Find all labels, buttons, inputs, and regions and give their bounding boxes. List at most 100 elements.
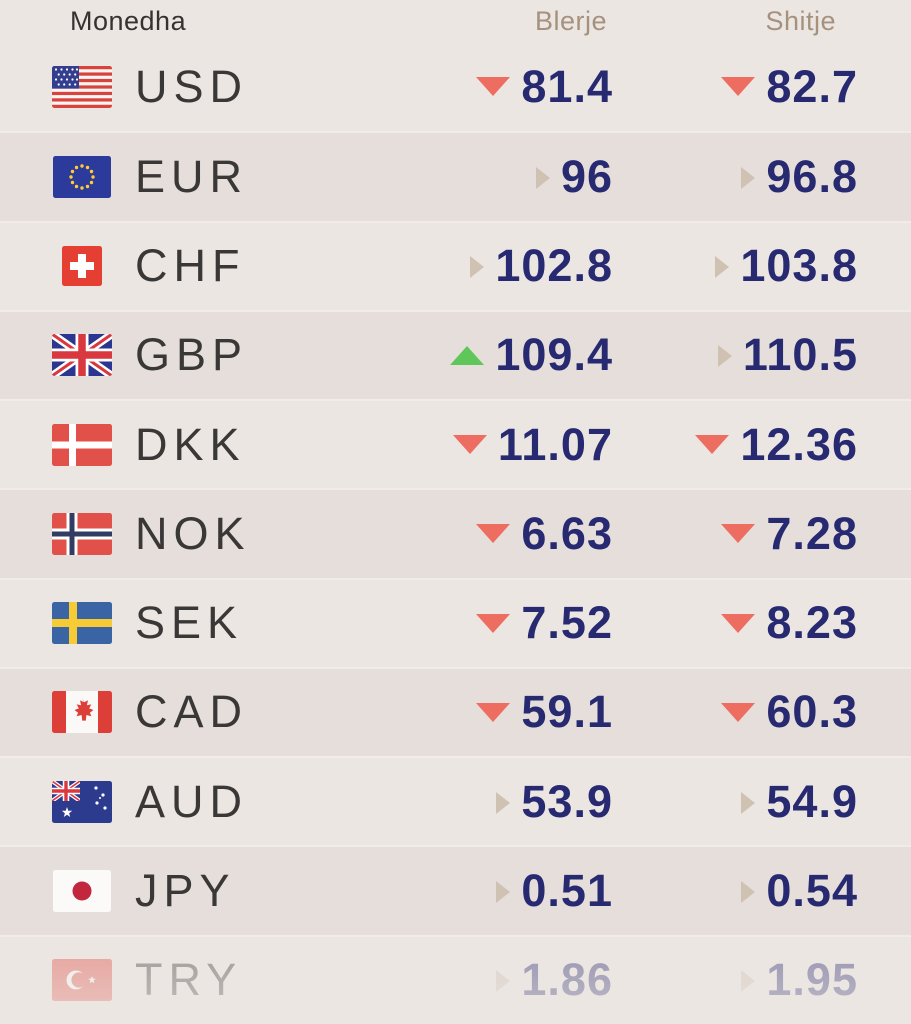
table-row: GBP 109.4 110.5 [0,309,911,400]
currency-cell: CAD [0,686,368,738]
flag-japan-icon [50,870,114,913]
trend-down-icon [721,702,756,722]
currency-code: JPY [135,865,236,917]
currency-cell: AUD [0,776,368,828]
table-row: TRY 1.86 1.95 [0,934,911,1024]
trend-flat-icon [535,166,550,189]
trend-flat-icon [717,345,732,368]
buy-rate-cell: 59.1 [368,686,613,738]
trend-down-icon [476,77,511,97]
buy-rate-value: 0.51 [521,865,613,917]
column-header-sell: Shitje [765,5,836,36]
buy-rate-value: 59.1 [521,686,613,738]
buy-rate-value: 7.52 [521,597,613,649]
currency-cell: JPY [0,865,368,917]
table-row: SEK 7.52 8.23 [0,577,911,667]
flag-denmark-icon [50,423,114,466]
buy-rate-cell: 96 [368,151,613,203]
sell-rate-value: 96.8 [766,150,858,202]
trend-flat-icon [715,256,730,279]
table-row: USD 81.4 82.7 [0,42,911,131]
buy-rate-cell: 0.51 [368,865,613,917]
sell-rate-cell: 54.9 [613,776,858,828]
buy-rate-value: 53.9 [521,775,613,827]
trend-up-icon [450,345,485,365]
trend-down-icon [476,524,511,544]
buy-rate-cell: 109.4 [368,329,613,381]
currency-code: EUR [135,150,249,202]
sell-rate-cell: 110.5 [613,329,858,381]
currency-code: NOK [135,507,251,559]
buy-rate-cell: 1.86 [368,954,613,1006]
buy-rate-value: 102.8 [495,240,613,292]
flag-canada-icon [50,691,114,734]
trend-down-icon [695,435,730,455]
sell-rate-value: 54.9 [766,775,858,827]
sell-rate-value: 1.95 [766,954,858,1006]
sell-rate-value: 12.36 [740,418,858,470]
trend-flat-icon [470,256,485,279]
trend-down-icon [721,613,756,633]
sell-rate-value: 60.3 [766,686,858,738]
table-row: DKK 11.07 12.36 [0,399,911,488]
buy-rate-cell: 11.07 [368,419,613,471]
trend-flat-icon [741,166,756,189]
sell-rate-value: 0.54 [766,865,858,917]
currency-cell: EUR [0,151,368,203]
sell-rate-value: 7.28 [766,507,858,559]
trend-down-icon [721,77,756,97]
table-row: CHF 102.8 103.8 [0,220,911,310]
sell-rate-value: 103.8 [740,240,858,292]
flag-sweden-icon [50,602,114,645]
buy-rate-value: 96 [560,150,613,202]
buy-rate-value: 109.4 [495,329,613,381]
buy-rate-cell: 53.9 [368,776,613,828]
column-header-currency: Monedha [70,5,187,36]
currency-cell: USD [0,61,368,113]
buy-rate-value: 1.86 [521,954,613,1006]
flag-eu-icon [50,155,114,198]
sell-rate-value: 110.5 [742,329,858,381]
buy-rate-cell: 102.8 [368,240,613,292]
trend-down-icon [476,613,511,633]
buy-rate-cell: 6.63 [368,508,613,560]
buy-rate-cell: 81.4 [368,61,613,113]
currency-cell: DKK [0,419,368,471]
sell-rate-cell: 7.28 [613,508,858,560]
flag-usa-icon [50,65,114,108]
column-header-buy: Blerje [534,5,607,36]
sell-rate-cell: 1.95 [613,954,858,1006]
currency-cell: GBP [0,329,368,381]
currency-code: AUD [135,775,249,827]
trend-down-icon [452,435,487,455]
trend-flat-icon [741,881,756,904]
table-row: AUD 53.9 54.9 [0,756,911,845]
table-body: USD 81.4 82.7 EUR 96 96.8 CHF 102 [0,42,911,1024]
trend-flat-icon [496,970,511,993]
currency-code: CAD [135,686,249,738]
buy-rate-value: 6.63 [521,507,613,559]
currency-code: CHF [135,240,246,292]
sell-rate-cell: 103.8 [613,240,858,292]
table-row: EUR 96 96.8 [0,131,911,221]
trend-flat-icon [496,791,511,814]
trend-down-icon [476,702,511,722]
buy-rate-value: 81.4 [521,60,613,112]
buy-rate-cell: 7.52 [368,597,613,649]
sell-rate-value: 82.7 [766,60,858,112]
currency-cell: CHF [0,240,368,292]
trend-down-icon [721,524,756,544]
sell-rate-cell: 96.8 [613,151,858,203]
currency-cell: NOK [0,508,368,560]
table-header-row: Monedha Blerje Shitje [0,0,911,42]
sell-rate-cell: 8.23 [613,597,858,649]
currency-cell: SEK [0,597,368,649]
currency-code: GBP [135,329,249,381]
buy-rate-value: 11.07 [497,418,613,470]
trend-flat-icon [741,791,756,814]
sell-rate-cell: 12.36 [613,419,858,471]
table-row: NOK 6.63 7.28 [0,488,911,578]
flag-switzerland-icon [50,245,114,287]
sell-rate-cell: 82.7 [613,61,858,113]
